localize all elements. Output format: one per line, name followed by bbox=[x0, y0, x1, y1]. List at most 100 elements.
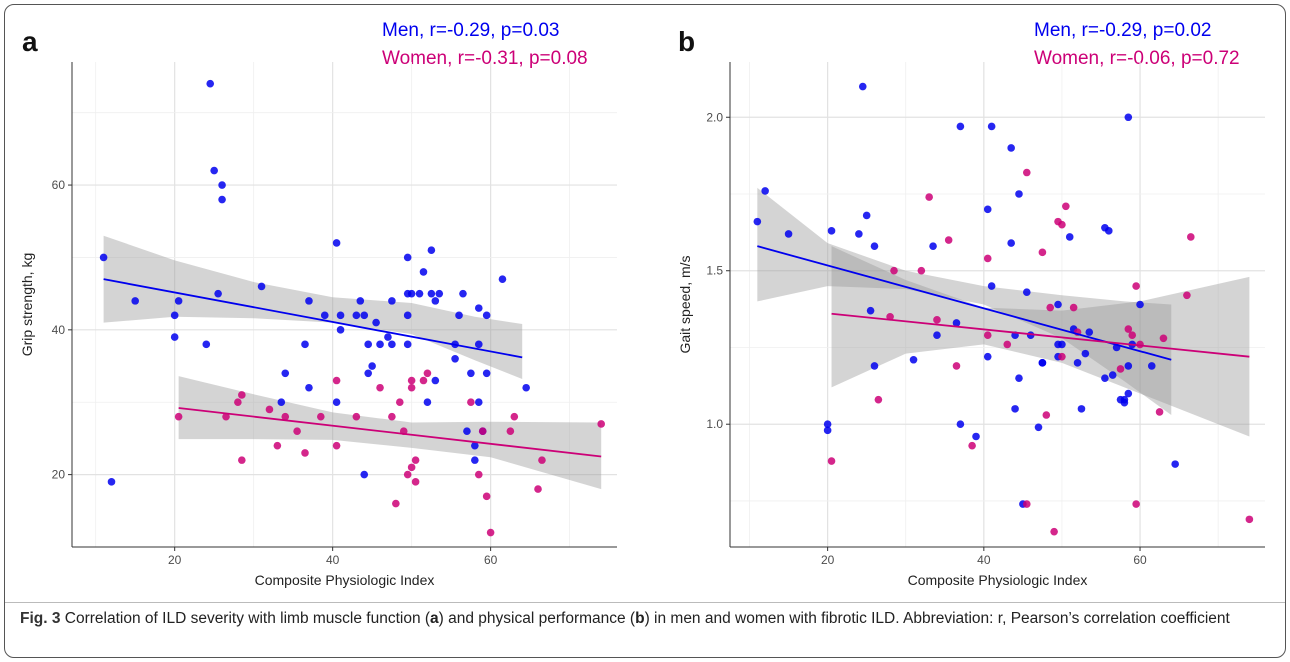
panel-b-y-axis-title: Gait speed, m/s bbox=[677, 255, 693, 353]
panel-b-x-axis-title: Composite Physiologic Index bbox=[908, 572, 1088, 588]
panel-b-point-men bbox=[952, 319, 961, 327]
panel-a-point-women bbox=[407, 383, 416, 392]
panel-b-point-women bbox=[1128, 331, 1137, 339]
panel-b-point-women bbox=[1058, 220, 1066, 229]
panel-a-point-men bbox=[99, 253, 108, 262]
panel-b-point-women bbox=[1022, 168, 1031, 177]
panel-b-point-men bbox=[983, 352, 992, 361]
panel-a-point-women bbox=[234, 398, 242, 407]
panel-a-point-men bbox=[435, 289, 444, 298]
panel-a-point-men bbox=[451, 354, 459, 363]
panel-b-point-men bbox=[1034, 423, 1043, 432]
panel-a-point-men bbox=[360, 311, 369, 320]
panel-a-point-men bbox=[415, 289, 424, 298]
panel-a-point-men bbox=[305, 383, 313, 392]
panel-b-point-men bbox=[1054, 300, 1062, 309]
panel-a-point-men bbox=[471, 456, 479, 464]
caption-separator bbox=[5, 602, 1285, 603]
panel-b-point-women bbox=[968, 441, 976, 450]
panel-b-point-men bbox=[1081, 349, 1090, 358]
panel-b-point-men bbox=[1022, 288, 1031, 297]
panel-b-point-men bbox=[1108, 371, 1117, 379]
panel-b-point-men bbox=[1124, 389, 1133, 398]
panel-a-point-women bbox=[317, 412, 325, 421]
panel-b-point-men bbox=[858, 82, 867, 91]
panel-b-point-women bbox=[917, 266, 926, 275]
panel-a-ci-band-men bbox=[103, 235, 523, 380]
panel-a-x-tick-label: 60 bbox=[484, 553, 498, 567]
panel-a-point-men bbox=[202, 340, 211, 349]
panel-a-point-men bbox=[277, 398, 286, 407]
panel-a-point-women bbox=[174, 412, 183, 421]
panel-b-point-women bbox=[944, 236, 953, 244]
panel-b-point-women bbox=[1069, 303, 1078, 312]
panel-a-point-men bbox=[257, 282, 266, 291]
panel-b-y-tick-label: 2.0 bbox=[706, 110, 723, 124]
panel-a-point-men bbox=[384, 333, 392, 341]
panel-a-point-men bbox=[336, 326, 345, 334]
panel-a-point-women bbox=[281, 412, 290, 421]
panel-b-point-women bbox=[874, 395, 883, 404]
panel-a-point-men bbox=[423, 398, 432, 407]
panel-b-point-women bbox=[1155, 408, 1164, 416]
panel-a-point-men bbox=[388, 297, 396, 305]
figure-caption: Fig. 3 Correlation of ILD severity with … bbox=[20, 608, 1270, 630]
panel-a-point-women bbox=[411, 478, 420, 486]
panel-b-point-men bbox=[972, 432, 980, 441]
panel-a-point-men bbox=[407, 289, 416, 298]
panel-a-point-men bbox=[482, 311, 491, 320]
panel-b-point-women bbox=[1132, 500, 1140, 508]
panel-a-x-tick-label: 20 bbox=[168, 553, 182, 567]
panel-a-point-men bbox=[431, 376, 440, 385]
panel-b-point-men bbox=[1124, 362, 1133, 370]
panel-b-point-men bbox=[862, 211, 871, 220]
panel-a-point-men bbox=[170, 333, 179, 341]
panel-b-point-women bbox=[925, 193, 933, 201]
panel-b-letter: b bbox=[678, 26, 696, 57]
panel-a-point-women bbox=[395, 398, 404, 407]
panel-a-point-men bbox=[467, 369, 475, 378]
panel-a-point-men bbox=[482, 369, 491, 378]
panel-b-point-men bbox=[909, 355, 918, 364]
panel-b-point-men bbox=[929, 242, 937, 250]
panel-b-point-men bbox=[956, 420, 965, 429]
panel-a-point-men bbox=[305, 297, 313, 305]
panel-b-ci-band-men bbox=[757, 187, 1172, 416]
panel-a-point-men bbox=[218, 195, 226, 204]
panel-a-point-men bbox=[210, 166, 218, 175]
panel-b-point-men bbox=[870, 242, 879, 250]
panel-b-men-stats: Men, r=-0.29, p=0.02 bbox=[1034, 20, 1212, 41]
panel-a-point-men bbox=[107, 478, 116, 486]
panel-b-point-women bbox=[952, 362, 961, 370]
panel-a-point-women bbox=[538, 456, 546, 464]
panel-b-point-women bbox=[827, 457, 836, 465]
panel-a-point-men bbox=[376, 340, 384, 349]
panel-a-y-tick-label: 60 bbox=[52, 178, 66, 192]
panel-b-point-men bbox=[1073, 359, 1082, 367]
panel-b-point-men bbox=[983, 205, 992, 214]
panel-a-point-men bbox=[332, 398, 341, 407]
panel-b-point-men bbox=[827, 227, 836, 235]
panel-a-point-men bbox=[372, 318, 380, 327]
panel-a-point-men bbox=[364, 340, 372, 349]
panel-a-point-women bbox=[273, 441, 282, 450]
panel-a-point-women bbox=[419, 376, 428, 385]
caption-text-3: ) in men and women with fibrotic ILD. Ab… bbox=[644, 610, 1230, 627]
panel-b-chart: 20 40 60 1.0 1.5 2.0 Composite Physiologic Ind… bbox=[677, 62, 1265, 588]
panel-b-point-men bbox=[1011, 405, 1019, 413]
panel-b-point-men bbox=[823, 420, 832, 429]
panel-a-point-men bbox=[368, 362, 376, 370]
panel-a-y-tick-label: 20 bbox=[52, 468, 66, 482]
panel-a-point-men bbox=[320, 311, 329, 320]
panel-b-point-men bbox=[1136, 300, 1144, 309]
panel-a-point-women bbox=[486, 528, 495, 537]
panel-b-x-tick-label: 20 bbox=[821, 553, 835, 567]
panel-a-point-men bbox=[403, 253, 412, 262]
panel-a-point-men bbox=[218, 181, 226, 189]
panel-b-point-women bbox=[1058, 352, 1066, 361]
panel-a-point-men bbox=[498, 275, 507, 283]
panel-a-point-men bbox=[214, 289, 222, 298]
panel-a-point-men bbox=[206, 79, 215, 88]
panel-b-point-women bbox=[1062, 202, 1070, 211]
panel-a-point-women bbox=[376, 383, 384, 392]
